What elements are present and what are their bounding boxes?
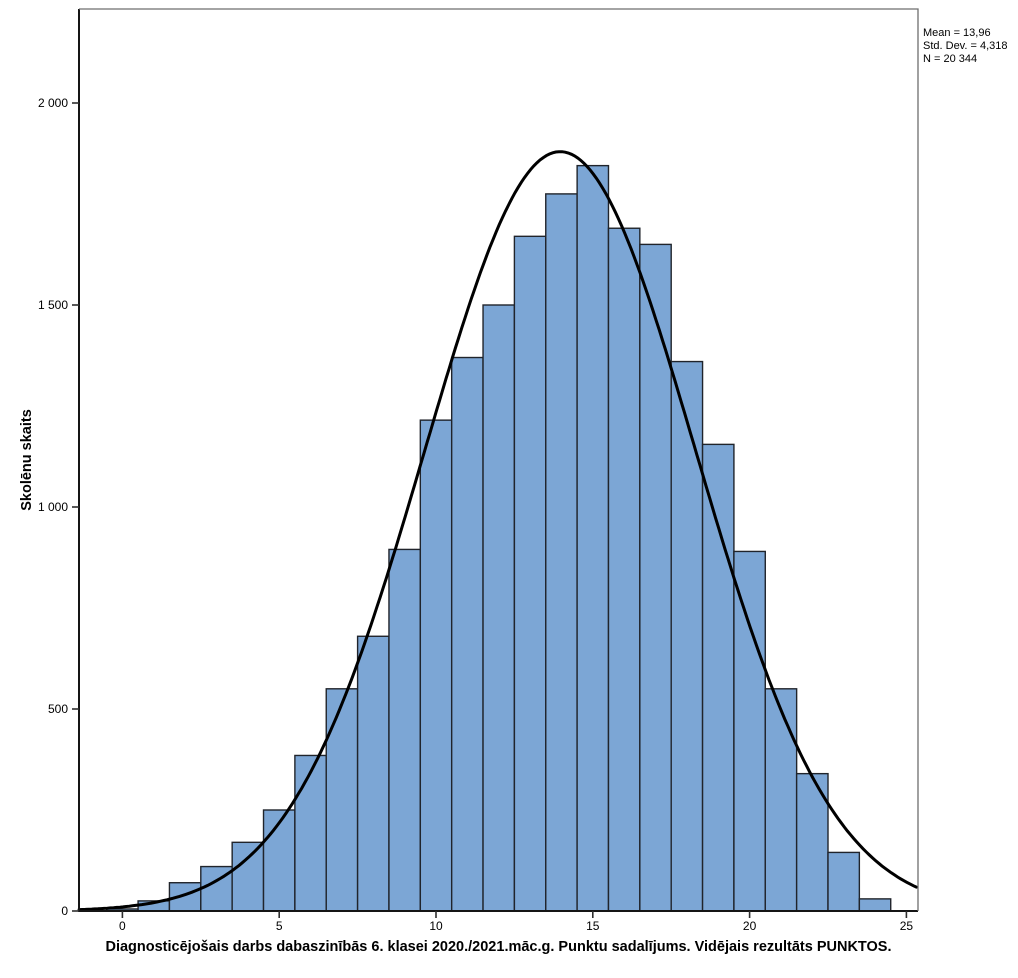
histogram-bar	[670, 360, 704, 912]
histogram-bar	[576, 164, 610, 912]
histogram-bar	[388, 548, 422, 912]
x-tick-label: 0	[119, 919, 126, 933]
histogram-bar	[513, 235, 547, 912]
x-axis-title: Diagnosticējošais darbs dabaszinībās 6. …	[105, 939, 892, 955]
histogram-bar	[356, 635, 390, 912]
histogram-bar	[607, 227, 641, 912]
histogram-bar	[325, 688, 359, 912]
histogram-bar	[733, 550, 766, 912]
y-tick-label: 500	[48, 702, 68, 716]
histogram-bar	[764, 688, 798, 912]
x-tick-label: 10	[429, 919, 443, 933]
histogram-bar	[827, 851, 861, 912]
x-tick-label: 5	[276, 919, 283, 933]
histogram-bar	[482, 304, 516, 912]
stats-n: N = 20 344	[923, 53, 978, 65]
x-tick-label: 15	[586, 919, 600, 933]
y-axis-title: Skolēnu skaits	[19, 409, 35, 511]
histogram-bar	[639, 243, 672, 912]
stats-std-dev: Std. Dev. = 4,318	[923, 40, 1008, 52]
histogram-bar	[294, 754, 327, 912]
histogram-bar	[701, 443, 735, 912]
y-tick-label: 1 500	[38, 298, 68, 312]
histogram-bar	[419, 419, 453, 912]
histogram-bar	[262, 809, 296, 912]
y-tick-label: 0	[61, 904, 68, 918]
histogram-bar	[450, 356, 484, 912]
histogram-bar	[545, 193, 578, 912]
x-tick-label: 25	[900, 919, 914, 933]
y-tick-label: 2 000	[38, 96, 68, 110]
x-tick-label: 20	[743, 919, 757, 933]
stats-box: Mean = 13,96 Std. Dev. = 4,318 N = 20 34…	[923, 27, 1008, 66]
histogram-bar	[231, 841, 265, 912]
histogram-bar	[858, 898, 892, 912]
stats-mean: Mean = 13,96	[923, 27, 991, 39]
normal-curve	[77, 150, 918, 912]
plot-frame-border	[79, 8, 919, 911]
y-tick-label: 1 000	[38, 500, 68, 514]
